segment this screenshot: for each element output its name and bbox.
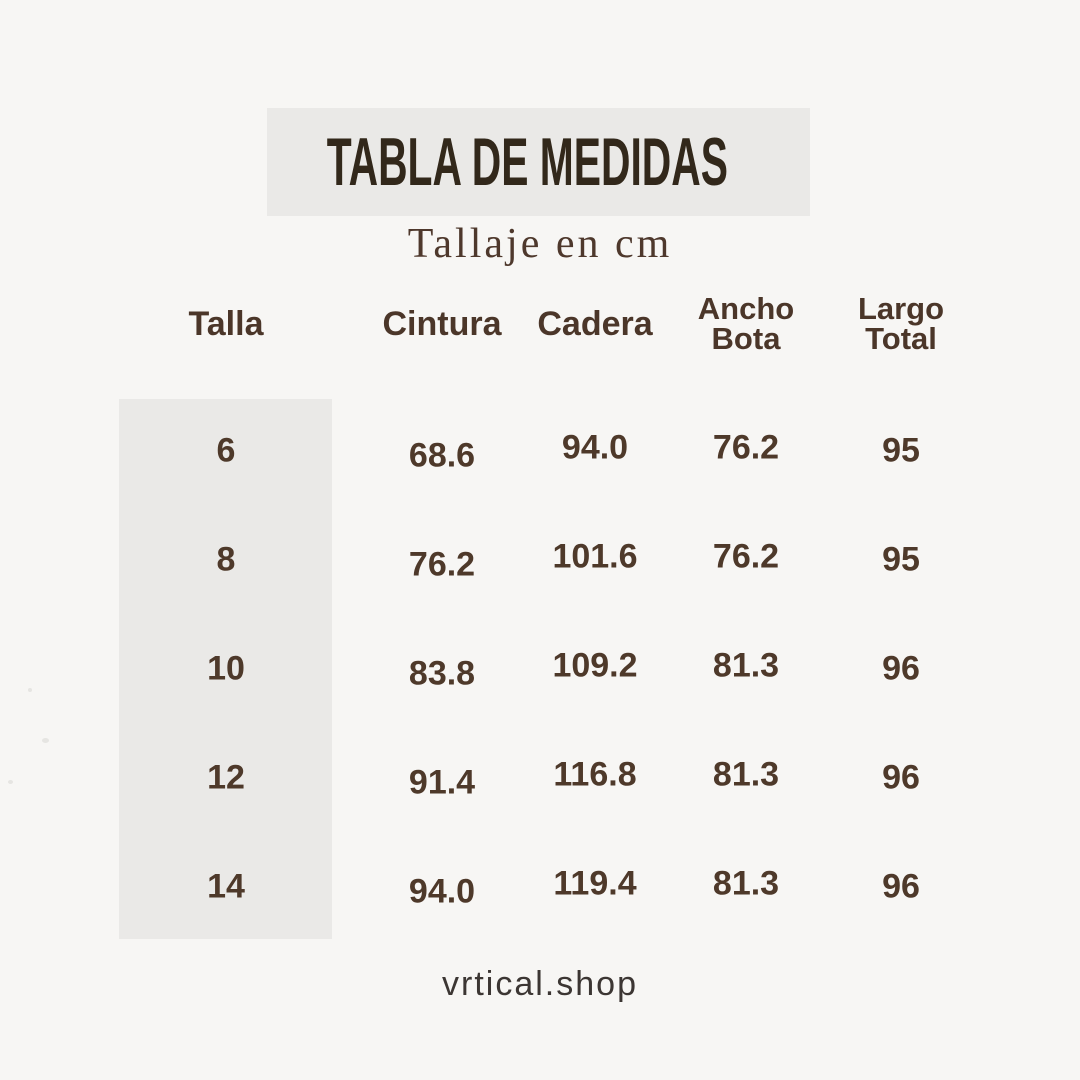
measurement-value: 76.2 <box>712 537 780 575</box>
measurement-value: 109.2 <box>552 646 638 684</box>
measurement-value: 91.4 <box>408 763 476 801</box>
measurement-value: 96 <box>882 867 920 905</box>
title-banner: TABLA DE MEDIDAS <box>267 108 810 216</box>
measurement-value: 96 <box>882 758 920 796</box>
measurement-value: 81.3 <box>712 755 780 793</box>
column-header-cadera: Cadera <box>537 305 653 343</box>
measurement-value: 95 <box>882 540 920 578</box>
measurement-value: 116.8 <box>553 755 637 793</box>
paper-speck <box>8 780 13 784</box>
measurement-value: 68.6 <box>408 436 476 474</box>
footer-brand: vrtical.shop <box>442 965 638 1003</box>
measurement-value: 76.2 <box>408 545 476 583</box>
column-header-talla: Talla <box>188 305 264 343</box>
column-header-largo-total: Largo Total <box>857 291 945 356</box>
measurement-value: 76.2 <box>712 428 780 466</box>
measurement-value: 94.0 <box>561 428 629 466</box>
paper-speck <box>28 688 32 692</box>
measurement-value: 119.4 <box>553 864 637 902</box>
paper-speck <box>42 738 49 743</box>
measurement-value: 96 <box>882 649 920 687</box>
subtitle: Tallaje en cm <box>407 221 673 267</box>
measurement-value: 95 <box>882 431 920 469</box>
page-title: TABLA DE MEDIDAS <box>326 124 729 200</box>
column-header-cintura: Cintura <box>382 305 502 343</box>
talla-column-highlight <box>119 399 332 939</box>
measurement-value: 83.8 <box>408 654 476 692</box>
column-header-ancho-bota: Ancho Bota <box>697 291 795 356</box>
table-header-row: Talla Cintura Cadera Ancho Bota Largo Total <box>0 279 1080 369</box>
measurement-value: 81.3 <box>712 864 780 902</box>
measurement-value: 94.0 <box>408 872 476 910</box>
measurement-value: 101.6 <box>552 537 638 575</box>
measurement-value: 81.3 <box>712 646 780 684</box>
